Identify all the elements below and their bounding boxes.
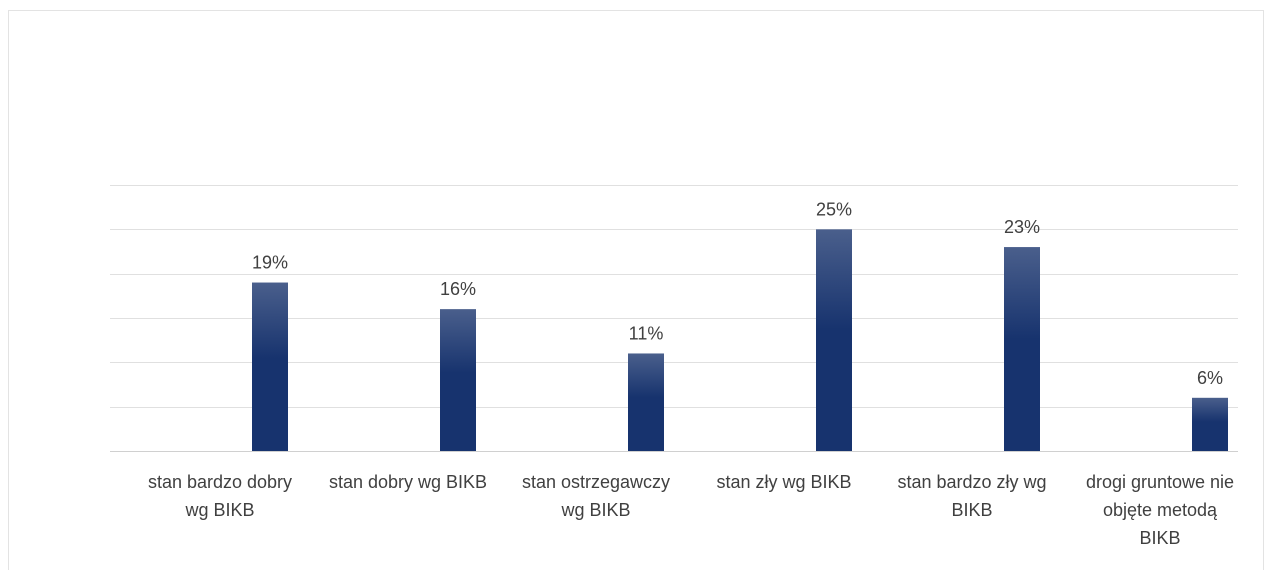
- bar-4: [816, 229, 852, 451]
- category-label-line: stan ostrzegawczy: [522, 472, 670, 492]
- category-label-3: stan ostrzegawczy wg BIKB: [522, 472, 670, 520]
- category-label-4: stan zły wg BIKB: [716, 472, 851, 492]
- category-label-line: wg BIKB: [560, 500, 630, 520]
- data-label-4: 25%: [816, 199, 852, 219]
- category-label-5: stan bardzo zły wg BIKB: [897, 472, 1046, 520]
- data-label-3: 11%: [629, 323, 664, 343]
- category-label-line: stan bardzo zły wg: [897, 472, 1046, 492]
- category-label-line: BIKB: [951, 500, 992, 520]
- chart-frame: [8, 10, 1264, 570]
- bar-1: [252, 282, 288, 451]
- category-label-line: objęte metodą: [1103, 500, 1218, 520]
- data-label-5: 23%: [1004, 217, 1040, 237]
- category-label-line: stan dobry wg BIKB: [329, 472, 487, 492]
- data-label-2: 16%: [440, 279, 476, 299]
- category-labels: stan bardzo dobry wg BIKB stan dobry wg BI…: [148, 472, 1234, 548]
- category-label-line: drogi gruntowe nie: [1086, 472, 1234, 492]
- bar-2: [440, 309, 476, 451]
- category-label-6: drogi gruntowe nie objęte metodą BIKB: [1086, 472, 1234, 548]
- bar-6: [1192, 397, 1228, 451]
- bar-3: [628, 353, 664, 451]
- bar-5: [1004, 247, 1040, 451]
- data-labels: 19% 16% 11% 25% 23% 6%: [252, 199, 1223, 387]
- category-label-2: stan dobry wg BIKB: [329, 472, 487, 492]
- category-label-1: stan bardzo dobry wg BIKB: [148, 472, 292, 520]
- data-label-6: 6%: [1197, 368, 1223, 388]
- gridlines: [110, 185, 1238, 452]
- category-label-line: stan zły wg BIKB: [716, 472, 851, 492]
- data-label-1: 19%: [252, 253, 288, 273]
- bars: [252, 229, 1228, 451]
- category-label-line: wg BIKB: [184, 500, 254, 520]
- category-label-line: BIKB: [1139, 528, 1180, 548]
- category-label-line: stan bardzo dobry: [148, 472, 292, 492]
